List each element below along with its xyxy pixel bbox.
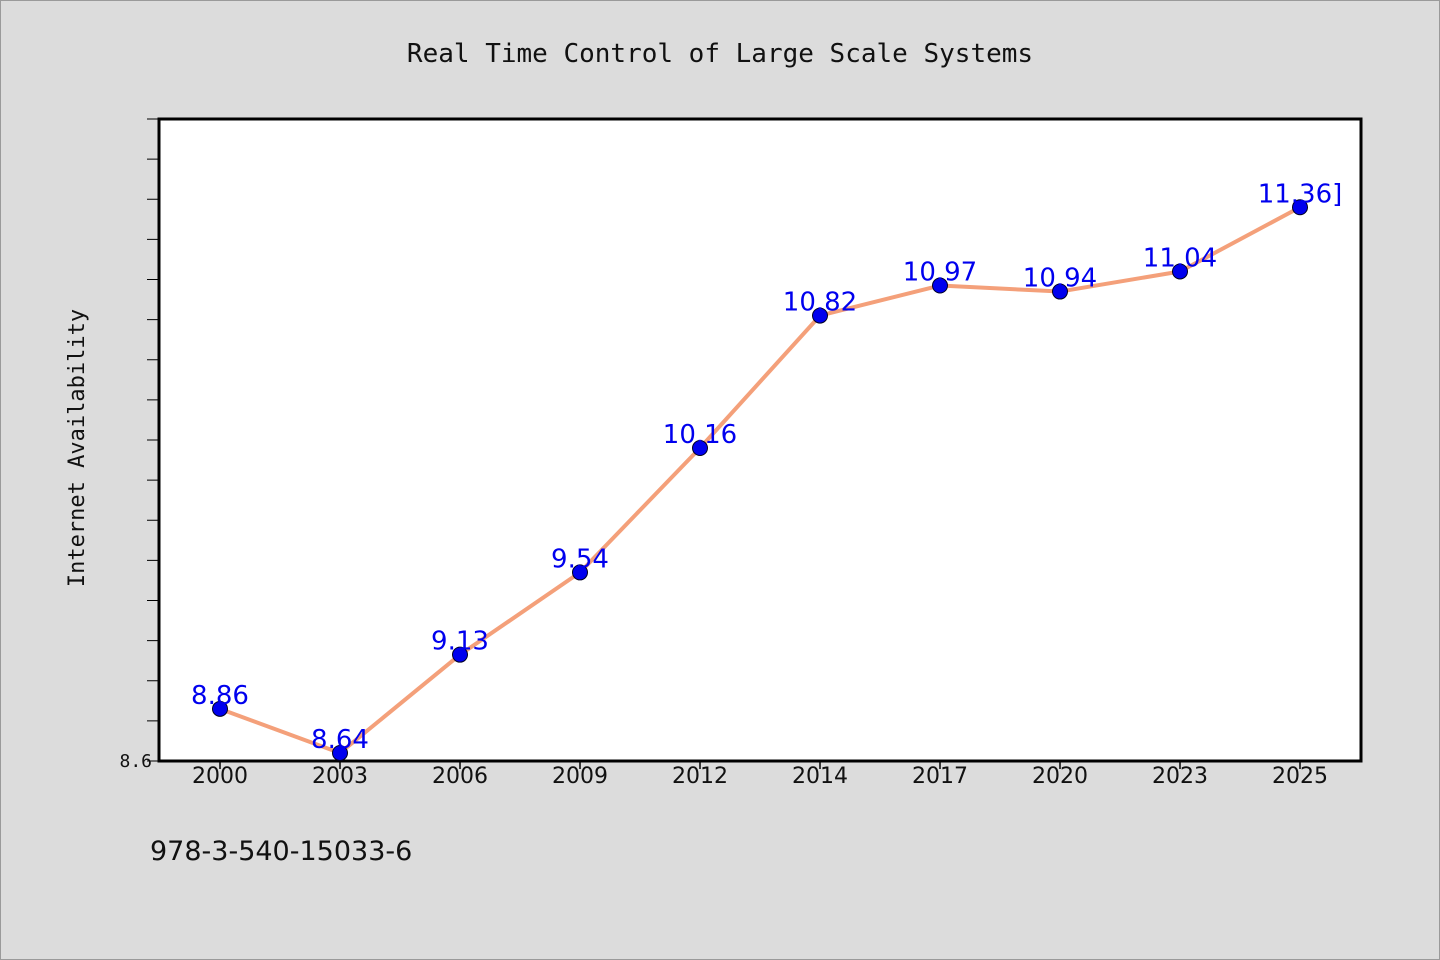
data-label: 8.64 xyxy=(311,725,369,755)
data-point xyxy=(1172,263,1188,280)
data-point xyxy=(932,277,948,294)
x-tick-label: 2009 xyxy=(552,764,608,789)
data-point xyxy=(692,440,708,457)
data-label: 10.82 xyxy=(783,288,857,318)
data-point xyxy=(1052,283,1068,300)
x-tick-label: 2023 xyxy=(1152,764,1208,789)
data-label: 10.16 xyxy=(663,420,737,450)
series-line xyxy=(219,205,1301,755)
data-label: 11.04 xyxy=(1143,243,1217,273)
y-tick-label: 8.6 xyxy=(119,751,152,772)
x-tick-label: 2017 xyxy=(912,764,968,789)
plot-area xyxy=(157,117,1363,763)
x-tick-label: 2003 xyxy=(312,764,368,789)
data-point xyxy=(212,700,228,717)
x-tick-label: 2012 xyxy=(672,764,728,789)
x-tick-label: 2000 xyxy=(192,764,248,789)
data-point xyxy=(812,307,828,324)
data-label: 8.86 xyxy=(191,681,249,711)
data-label: 10.94 xyxy=(1023,264,1097,294)
x-tick-label: 2014 xyxy=(792,764,848,789)
x-axis-ticks: 2000 2003 2006 2009 2012 2014 2017 2020 2023 2025 xyxy=(192,761,1328,789)
series-group: 8.86 8.64 9.13 9.54 10.16 10.82 10.97 10.94 11.0… xyxy=(191,179,1343,761)
data-label: 11.36] xyxy=(1258,179,1343,209)
data-point xyxy=(452,646,468,663)
data-label: 9.13 xyxy=(431,627,489,657)
x-tick-label: 2020 xyxy=(1032,764,1088,789)
data-point xyxy=(572,564,588,581)
data-label: 9.54 xyxy=(551,544,609,574)
isbn-footer: 978-3-540-15033-6 xyxy=(150,836,413,867)
data-label: 10.97 xyxy=(903,258,977,288)
y-axis-ticks: 8.6 xyxy=(119,118,159,772)
y-axis-label: Internet Availability xyxy=(65,309,90,587)
data-point xyxy=(1292,199,1308,216)
chart-title: Real Time Control of Large Scale Systems xyxy=(407,39,1033,69)
x-tick-label: 2025 xyxy=(1272,764,1328,789)
x-tick-label: 2006 xyxy=(432,764,488,789)
data-point xyxy=(332,744,348,761)
